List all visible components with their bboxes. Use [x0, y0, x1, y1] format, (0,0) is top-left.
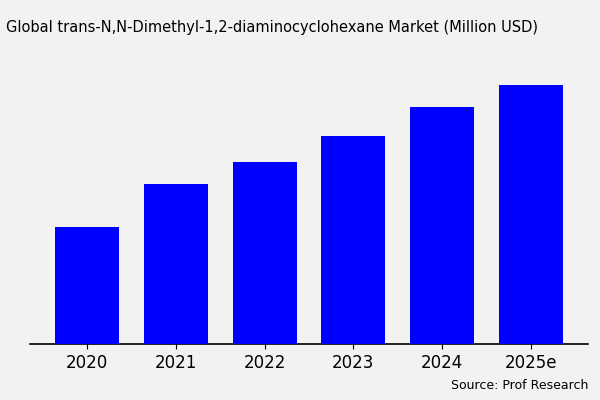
Bar — [55, 228, 119, 344]
Bar — [144, 184, 208, 344]
Text: Global trans-N,N-Dimethyl-1,2-diaminocyclohexane Market (Million USD): Global trans-N,N-Dimethyl-1,2-diaminocyc… — [6, 20, 538, 35]
Bar — [499, 86, 563, 344]
Text: Source: Prof Research: Source: Prof Research — [451, 379, 588, 392]
Bar — [410, 107, 474, 344]
Bar — [322, 136, 385, 344]
Bar — [233, 162, 296, 344]
